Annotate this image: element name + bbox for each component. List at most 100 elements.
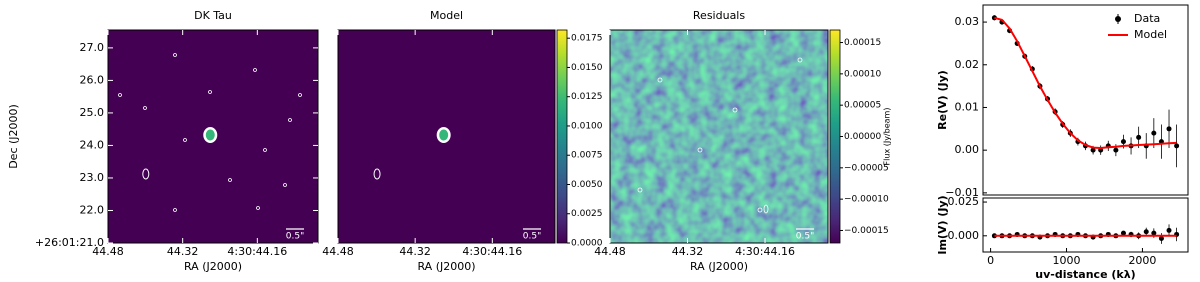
data-point xyxy=(1120,139,1126,145)
colorbar-tick-label: 0.0050 xyxy=(571,180,603,190)
data-point xyxy=(1151,230,1157,236)
colorbar-tick-label: 0.0000 xyxy=(571,239,603,249)
colorbar-tick-label: 0.00010 xyxy=(844,69,881,79)
colorbar-label: Flux (Jy/beam) xyxy=(883,108,892,166)
contour xyxy=(797,57,803,63)
y-tick-label: 0.03 xyxy=(955,15,980,28)
contour xyxy=(263,148,267,152)
x-tick-label: 0 xyxy=(987,254,994,267)
plot-frame xyxy=(982,4,1189,196)
companion-contour xyxy=(373,168,381,180)
contour xyxy=(657,77,663,83)
model-line xyxy=(994,16,1177,150)
contour xyxy=(298,93,302,97)
y-tick-label: 27.0 xyxy=(80,41,105,54)
y-tick-label: 0.02 xyxy=(955,58,980,71)
contour xyxy=(637,187,643,193)
colorbar-tick-label: 0.0125 xyxy=(571,92,603,102)
plot-frame xyxy=(982,197,1189,253)
contour xyxy=(228,178,232,182)
y-tick-label: −0.01 xyxy=(945,186,979,199)
scale-bar-label: 0.5" xyxy=(523,232,541,242)
colorbar-tick-label: 0.0150 xyxy=(571,63,603,73)
data-point xyxy=(1166,126,1172,132)
scale-bar-label: 0.5" xyxy=(796,232,814,242)
contour xyxy=(173,208,177,212)
data-point xyxy=(1136,134,1142,140)
companion-contour xyxy=(142,168,150,180)
x-tick-label: 44.48 xyxy=(92,245,124,258)
data-point xyxy=(1090,147,1096,153)
legend-label: Data xyxy=(1134,12,1160,25)
data-point xyxy=(1113,147,1119,153)
x-tick-label: 44.32 xyxy=(167,245,199,258)
legend-marker xyxy=(1115,16,1121,22)
data-point xyxy=(1120,230,1126,236)
scale-bar-label: 0.5" xyxy=(286,232,304,242)
data-point xyxy=(1166,227,1172,233)
contour xyxy=(256,206,260,210)
y-tick-label: 23.0 xyxy=(80,171,105,184)
image-frame xyxy=(337,29,556,244)
colorbar-tick-label: 0.0175 xyxy=(571,34,603,44)
data-point xyxy=(1158,236,1164,241)
contour xyxy=(732,107,738,113)
image-noise xyxy=(610,30,828,243)
y-tick-label: 0.025 xyxy=(948,195,980,208)
x-tick-label: 4:30:44.16 xyxy=(735,245,795,258)
contour xyxy=(183,138,187,142)
x-tick-label: 4:30:44.16 xyxy=(462,245,522,258)
contour xyxy=(208,90,212,94)
source-core xyxy=(439,129,449,141)
x-tick-label: 1000 xyxy=(1053,254,1081,267)
y-tick-label: 26.0 xyxy=(80,73,105,86)
colorbar-tick-label: −0.00010 xyxy=(844,195,889,205)
colorbar-tick-label: −0.00015 xyxy=(844,226,889,236)
x-axis-label: RA (J2000) xyxy=(184,260,242,273)
image-frame xyxy=(107,29,319,244)
contour xyxy=(757,207,763,213)
y-tick-label: 0.00 xyxy=(955,143,980,156)
x-axis-label: uv-distance (kλ) xyxy=(1035,268,1135,281)
x-axis-label: RA (J2000) xyxy=(417,260,475,273)
contour xyxy=(143,106,147,110)
image-frame xyxy=(609,29,829,244)
y-tick-label: 0.000 xyxy=(948,229,980,242)
x-axis-label: RA (J2000) xyxy=(690,260,748,273)
legend-label: Model xyxy=(1134,28,1167,41)
data-point xyxy=(1174,143,1180,149)
panel-title: Residuals xyxy=(693,9,745,22)
x-tick-label: 44.32 xyxy=(399,245,431,258)
x-tick-label: 4:30:44.16 xyxy=(227,245,287,258)
x-tick-label: 44.48 xyxy=(322,245,354,258)
contour xyxy=(118,93,122,97)
y-tick-label: 0.01 xyxy=(955,100,980,113)
source-core xyxy=(205,129,215,141)
colorbar-tick-label: 0.00000 xyxy=(844,132,881,142)
y-tick-label: 24.0 xyxy=(80,138,105,151)
x-tick-label: 44.48 xyxy=(594,245,626,258)
colorbar-tick-label: 0.0100 xyxy=(571,121,603,131)
colorbar-tick-label: 0.0075 xyxy=(571,151,603,161)
contour xyxy=(253,68,257,72)
contour xyxy=(173,53,177,57)
colorbar-tick-label: 0.00005 xyxy=(844,101,881,111)
contour xyxy=(763,204,769,214)
colorbar xyxy=(829,29,841,244)
x-tick-label: 44.32 xyxy=(672,245,704,258)
panel-title: Model xyxy=(430,9,463,22)
contour xyxy=(697,147,703,153)
y-axis-label: Im(V) (Jy) xyxy=(936,195,949,254)
data-point xyxy=(991,233,997,239)
panel-title: DK Tau xyxy=(194,9,232,22)
y-tick-label: 22.0 xyxy=(80,203,105,216)
y-tick-label: 25.0 xyxy=(80,106,105,119)
colorbar-tick-label: −0.00005 xyxy=(844,163,889,173)
colorbar-tick-label: 0.00015 xyxy=(844,38,881,48)
colorbar xyxy=(556,29,568,244)
contour xyxy=(288,118,292,122)
x-tick-label: 2000 xyxy=(1128,254,1156,267)
data-point xyxy=(1143,229,1149,235)
y-tick-label: +26:01:21.0 xyxy=(35,236,104,249)
